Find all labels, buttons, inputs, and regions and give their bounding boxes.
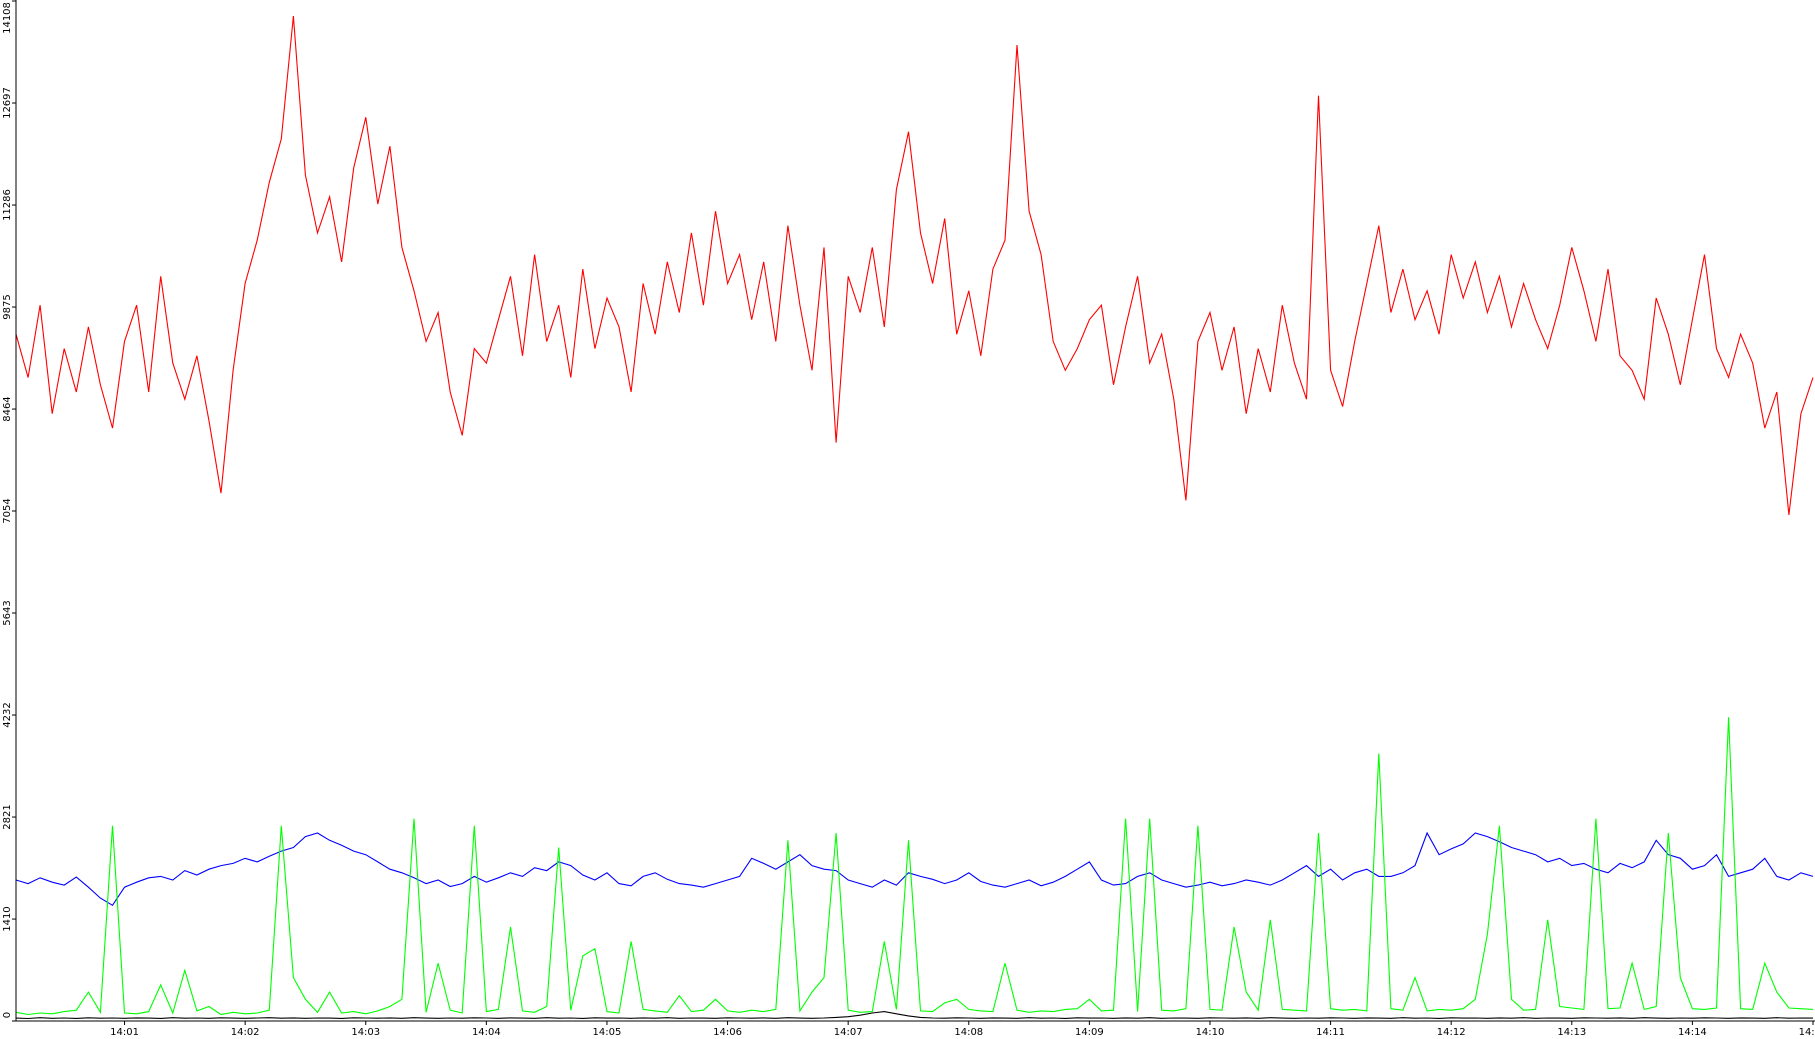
series-line: [15, 1011, 1814, 1020]
x-tick-label: 14:02: [231, 1027, 260, 1038]
y-tick-label: 0: [2, 1012, 13, 1018]
y-tick-label: 11286: [2, 189, 13, 221]
y-tick-label: 12697: [2, 87, 13, 119]
x-tick-label: 14:13: [1557, 1027, 1586, 1038]
y-tick-label: 9875: [2, 294, 13, 319]
x-tick-label: 14:03: [351, 1027, 380, 1038]
x-tick-label: 14:09: [1075, 1027, 1104, 1038]
series-line: [15, 717, 1814, 1016]
y-tick-label: 8464: [2, 396, 13, 421]
x-tick-label: 14:11: [1316, 1027, 1345, 1038]
x-tick-label: 14:05: [593, 1027, 622, 1038]
y-tick-label: 7054: [2, 498, 13, 523]
y-tick-label: 1410: [2, 906, 13, 931]
series-line: [15, 831, 1814, 907]
x-tick-label: 14:12: [1437, 1027, 1466, 1038]
x-tick-label: 14:07: [834, 1027, 863, 1038]
series-line: [15, 15, 1814, 515]
y-tick-label: 4232: [2, 702, 13, 727]
x-tick-label: 14:15: [1799, 1027, 1815, 1038]
x-tick-label: 14:01: [110, 1027, 139, 1038]
x-tick-label: 14:10: [1196, 1027, 1225, 1038]
x-tick-label: 14:08: [954, 1027, 983, 1038]
x-tick-label: 14:06: [713, 1027, 742, 1038]
y-tick-label: 5643: [2, 600, 13, 625]
x-tick-label: 14:14: [1678, 1027, 1707, 1038]
y-tick-label: 14108: [2, 2, 13, 34]
y-tick-label: 2821: [2, 804, 13, 829]
x-tick-label: 14:04: [472, 1027, 501, 1038]
